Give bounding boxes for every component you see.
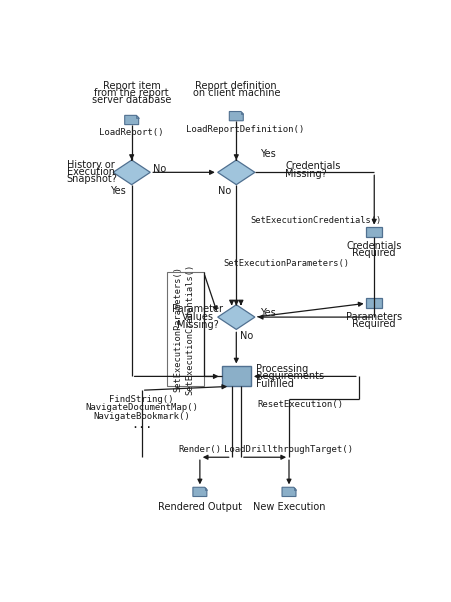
Bar <box>166 273 203 386</box>
Polygon shape <box>240 111 243 114</box>
Text: NavigateDocumentMap(): NavigateDocumentMap() <box>85 403 198 412</box>
Text: LoadReport(): LoadReport() <box>99 128 164 137</box>
Polygon shape <box>281 487 295 497</box>
Text: Missing?: Missing? <box>176 320 218 330</box>
Polygon shape <box>136 116 138 117</box>
Text: NavigateBookmark(): NavigateBookmark() <box>93 412 190 421</box>
Text: Processing: Processing <box>255 364 307 374</box>
Text: SetExecutionCredentials(): SetExecutionCredentials() <box>185 264 194 395</box>
Text: LoadReportDefinition(): LoadReportDefinition() <box>186 125 304 134</box>
Text: server database: server database <box>92 95 171 105</box>
Polygon shape <box>217 160 254 185</box>
Text: No: No <box>218 186 231 196</box>
Text: ...: ... <box>131 418 152 432</box>
Text: Required: Required <box>352 319 395 329</box>
Text: Fulfilled: Fulfilled <box>255 379 293 389</box>
Polygon shape <box>204 487 207 489</box>
Text: Credentials: Credentials <box>346 241 401 251</box>
Text: Values: Values <box>181 312 213 322</box>
Text: Missing?: Missing? <box>285 169 326 179</box>
Text: Snapshot?: Snapshot? <box>66 174 116 184</box>
Text: SetExecutionParameters(): SetExecutionParameters() <box>223 259 348 268</box>
Polygon shape <box>293 487 295 489</box>
Text: from the report: from the report <box>94 88 169 98</box>
Text: Report item: Report item <box>102 81 160 91</box>
Text: Report definition: Report definition <box>195 81 276 91</box>
Text: No: No <box>153 164 166 174</box>
Text: ResetExecution(): ResetExecution() <box>257 400 343 409</box>
Text: Parameters: Parameters <box>345 312 401 322</box>
Polygon shape <box>193 487 207 497</box>
Text: FindString(): FindString() <box>109 395 174 404</box>
Polygon shape <box>229 111 243 121</box>
Polygon shape <box>113 160 150 185</box>
Text: Credentials: Credentials <box>285 161 340 171</box>
Text: History or: History or <box>67 160 115 170</box>
Text: Yes: Yes <box>259 308 275 318</box>
Text: on client machine: on client machine <box>192 88 280 98</box>
Text: Required: Required <box>352 248 395 258</box>
Bar <box>366 298 381 308</box>
Text: LoadDrillthroughTarget(): LoadDrillthroughTarget() <box>224 445 353 454</box>
Text: Execution: Execution <box>67 167 115 178</box>
Text: Parameter: Parameter <box>172 305 222 314</box>
Text: Yes: Yes <box>259 149 275 159</box>
Text: SetExecutionParameters(): SetExecutionParameters() <box>173 267 181 393</box>
Polygon shape <box>124 116 138 125</box>
Text: Yes: Yes <box>110 186 125 196</box>
Text: Rendered Output: Rendered Output <box>157 502 241 512</box>
Text: Render(): Render() <box>178 445 221 454</box>
Text: Requirements: Requirements <box>255 371 323 382</box>
Text: SetExecutionCredentials(): SetExecutionCredentials() <box>250 216 381 225</box>
Polygon shape <box>217 305 254 329</box>
Bar <box>366 228 381 237</box>
Text: No: No <box>239 330 253 341</box>
Text: New Execution: New Execution <box>252 502 325 512</box>
Bar <box>221 367 250 386</box>
